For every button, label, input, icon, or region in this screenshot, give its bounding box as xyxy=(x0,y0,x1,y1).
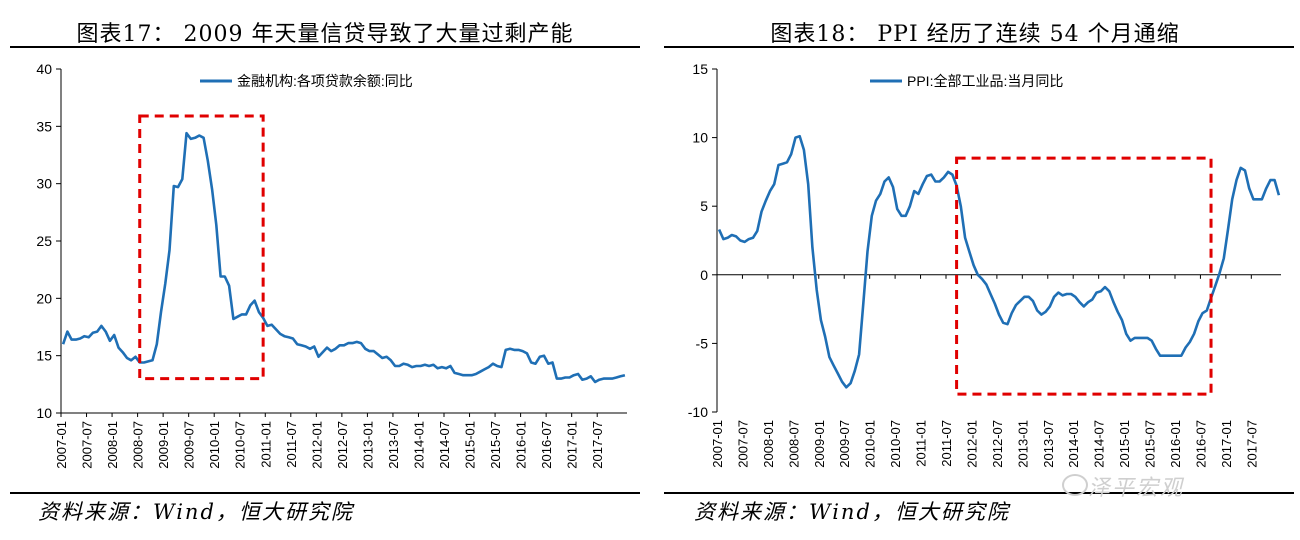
chart-title-left: 图表17： 2009 年天量信贷导致了大量过剩产能 xyxy=(76,22,574,47)
right-y-tick-label: 0 xyxy=(700,267,708,283)
right-x-tick-label: 2013-07 xyxy=(1041,420,1056,468)
title-rule-right xyxy=(664,46,1294,48)
right-x-tick-label: 2010-07 xyxy=(888,420,903,468)
right-y-tick-label: 5 xyxy=(700,198,708,214)
left-x-tick-label: 2007-01 xyxy=(54,421,69,469)
left-x-tick-label: 2010-01 xyxy=(207,421,222,469)
right-x-tick-label: 2015-01 xyxy=(1117,420,1132,468)
right-x-tick-label: 2012-01 xyxy=(964,420,979,468)
left-x-tick-label: 2009-07 xyxy=(182,421,197,469)
left-x-tick-label: 2017-07 xyxy=(590,421,605,469)
right-x-tick-label: 2014-01 xyxy=(1066,420,1081,468)
left-y-tick-label: 40 xyxy=(36,61,52,77)
wechat-icon xyxy=(1062,474,1088,496)
right-x-tick-label: 2016-07 xyxy=(1193,420,1208,468)
right-x-tick-label: 2008-01 xyxy=(761,420,776,468)
left-highlight-box xyxy=(138,114,265,381)
source-note-right: 资料来源：Wind，恒大研究院 xyxy=(694,500,1010,524)
left-x-tick-label: 2015-01 xyxy=(463,421,478,469)
right-y-tick-label: 15 xyxy=(692,61,708,77)
left-x-tick-label: 2011-01 xyxy=(258,421,273,468)
left-x-tick-label: 2012-07 xyxy=(335,421,350,469)
left-x-tick-label: 2013-07 xyxy=(386,421,401,469)
right-y-tick-label: -5 xyxy=(696,335,709,351)
right-series-line xyxy=(717,134,1281,389)
title-rule-left xyxy=(10,46,640,48)
source-rule-left xyxy=(10,492,640,494)
left-y-tick-label: 35 xyxy=(36,118,52,134)
left-y-tick-label: 20 xyxy=(36,290,52,306)
watermark-text: 泽平宏观 xyxy=(1088,476,1185,501)
left-series-line xyxy=(61,131,626,384)
left-y-tick-label: 10 xyxy=(36,405,52,421)
left-x-tick-label: 2015-07 xyxy=(488,421,503,469)
chart-title-right: 图表18： PPI 经历了连续 54 个月通缩 xyxy=(770,22,1180,47)
left-x-tick-label: 2014-07 xyxy=(437,421,452,469)
line-chart-right: -10 -5 0 5 10 15 2007-01 2007-07 2008-01 2008-07 2… xyxy=(688,61,1281,468)
left-x-tick-label: 2010-07 xyxy=(233,421,248,469)
left-x-tick-label: 2008-01 xyxy=(105,421,120,469)
right-x-tick-label: 2012-07 xyxy=(990,420,1005,468)
line-chart-left: 10 15 20 25 30 35 40 2007-01 2007-07 2008-01 2008-… xyxy=(36,61,627,469)
left-x-tick-label: 2012-01 xyxy=(309,421,324,469)
right-x-tick-label: 2011-07 xyxy=(939,420,954,467)
right-x-tick-label: 2009-01 xyxy=(812,420,827,468)
left-x-tick-label: 2007-07 xyxy=(80,421,95,469)
right-x-tick-label: 2015-07 xyxy=(1143,420,1158,468)
right-x-tick-label: 2009-07 xyxy=(837,420,852,468)
left-x-tick-label: 2011-07 xyxy=(284,421,299,468)
right-x-tick-label: 2010-01 xyxy=(863,420,878,468)
right-x-tick-label: 2016-01 xyxy=(1168,420,1183,468)
right-x-tick-label: 2017-01 xyxy=(1219,420,1234,468)
left-legend-label: 金融机构:各项贷款余额:同比 xyxy=(237,73,413,89)
right-highlight-box xyxy=(955,156,1213,396)
source-rule-right xyxy=(664,492,1294,494)
left-y-tick-label: 25 xyxy=(36,233,52,249)
left-x-tick-label: 2009-01 xyxy=(156,421,171,469)
left-x-tick-label: 2016-01 xyxy=(514,421,529,469)
left-x-tick-label: 2013-01 xyxy=(360,421,375,469)
left-x-tick-label: 2014-01 xyxy=(411,421,426,469)
chart-panel-left: 图表17： 2009 年天量信贷导致了大量过剩产能 10 15 20 25 30 35 40… xyxy=(10,22,640,524)
chart-panel-right: 图表18： PPI 经历了连续 54 个月通缩 -10 -5 0 5 10 15 2007-… xyxy=(650,0,1300,540)
right-x-tick-label: 2017-07 xyxy=(1244,420,1259,468)
right-x-tick-label: 2011-01 xyxy=(914,420,929,467)
left-x-tick-label: 2016-07 xyxy=(539,421,554,469)
right-x-tick-label: 2014-07 xyxy=(1092,420,1107,468)
source-note-left: 资料来源：Wind，恒大研究院 xyxy=(38,500,354,524)
left-x-tick-label: 2008-07 xyxy=(131,421,146,469)
right-x-tick-label: 2013-01 xyxy=(1015,420,1030,468)
left-y-tick-label: 30 xyxy=(36,176,52,192)
watermark: 泽平宏观 xyxy=(1062,470,1268,510)
right-y-tick-label: 10 xyxy=(692,130,708,146)
right-x-tick-label: 2008-07 xyxy=(786,420,801,468)
left-y-tick-label: 15 xyxy=(36,348,52,364)
left-x-tick-label: 2017-01 xyxy=(565,421,580,469)
right-y-tick-label: -10 xyxy=(688,404,708,420)
right-x-tick-label: 2007-01 xyxy=(710,420,725,468)
right-legend-label: PPI:全部工业品:当月同比 xyxy=(907,73,1063,89)
right-x-tick-label: 2007-07 xyxy=(735,420,750,468)
